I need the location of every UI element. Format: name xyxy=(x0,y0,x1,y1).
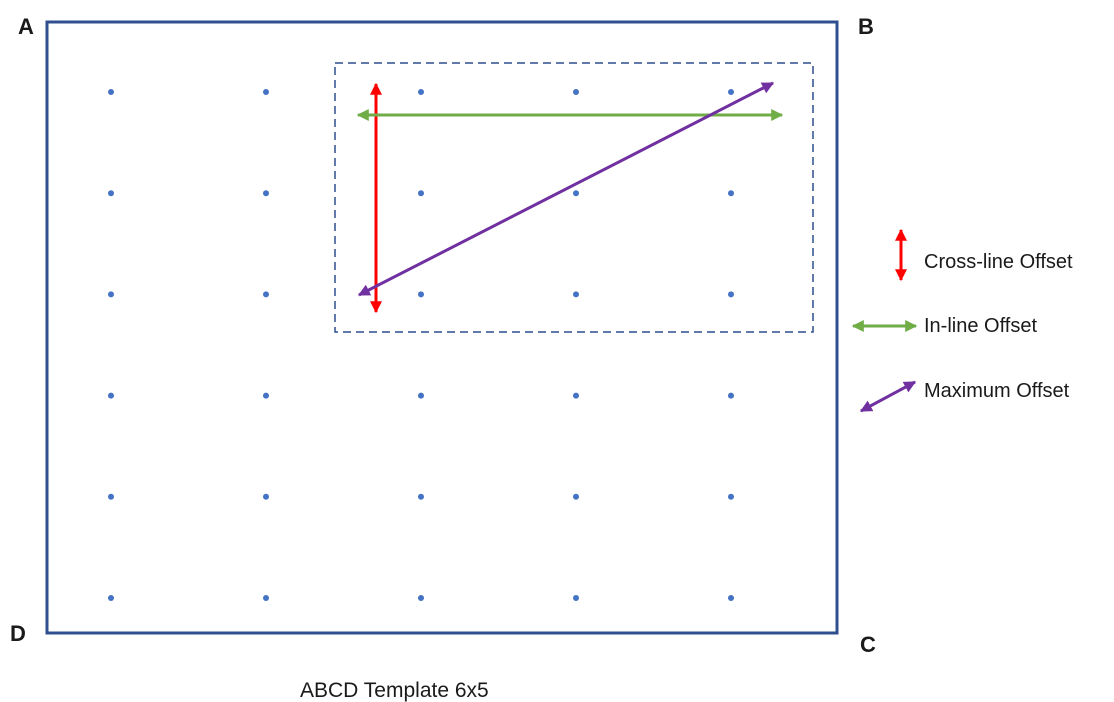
grid-dot xyxy=(728,190,734,197)
corner-label-d: D xyxy=(10,621,26,646)
grid-dot xyxy=(573,291,579,298)
grid-dot xyxy=(263,89,269,95)
corner-label-c: C xyxy=(860,632,876,657)
legend-in-line-label: In-line Offset xyxy=(924,315,1037,337)
grid-dot xyxy=(108,89,114,95)
grid-dot xyxy=(263,595,269,601)
corner-label-a: A xyxy=(18,14,34,39)
grid-dot xyxy=(263,190,269,197)
grid-dot xyxy=(108,392,114,399)
grid-dot xyxy=(728,89,734,95)
grid-dot xyxy=(263,291,269,298)
grid-dot xyxy=(263,493,269,500)
grid-dot xyxy=(108,190,114,197)
grid-dot xyxy=(573,595,579,601)
maximum-offset-arrow xyxy=(357,81,775,297)
grid-dot xyxy=(728,595,734,601)
diagram-caption: ABCD Template 6x5 xyxy=(300,679,489,702)
legend-maximum-label: Maximum Offset xyxy=(924,380,1070,402)
grid-dot xyxy=(573,392,579,399)
grid-dot xyxy=(418,291,424,298)
grid-dot xyxy=(418,493,424,500)
legend-maximum-icon xyxy=(859,380,917,413)
grid-dot xyxy=(108,291,114,298)
grid-dot xyxy=(418,392,424,399)
legend: Cross-line Offset In-line Offset Maximum… xyxy=(851,228,1073,413)
grid-dot xyxy=(573,493,579,500)
grid-dot xyxy=(418,89,424,95)
grid-dot xyxy=(728,291,734,298)
grid-dot xyxy=(728,493,734,500)
dot-grid xyxy=(108,89,734,601)
offset-region-box xyxy=(334,62,814,333)
grid-dot xyxy=(573,190,579,197)
grid-dot xyxy=(108,493,114,500)
corner-label-b: B xyxy=(858,14,874,39)
grid-dot xyxy=(263,392,269,399)
legend-cross-line-label: Cross-line Offset xyxy=(924,251,1073,273)
grid-dot xyxy=(573,89,579,95)
grid-dot xyxy=(418,190,424,197)
grid-dot xyxy=(418,595,424,601)
grid-dot xyxy=(108,595,114,601)
template-frame xyxy=(45,20,839,635)
grid-dot xyxy=(728,392,734,399)
